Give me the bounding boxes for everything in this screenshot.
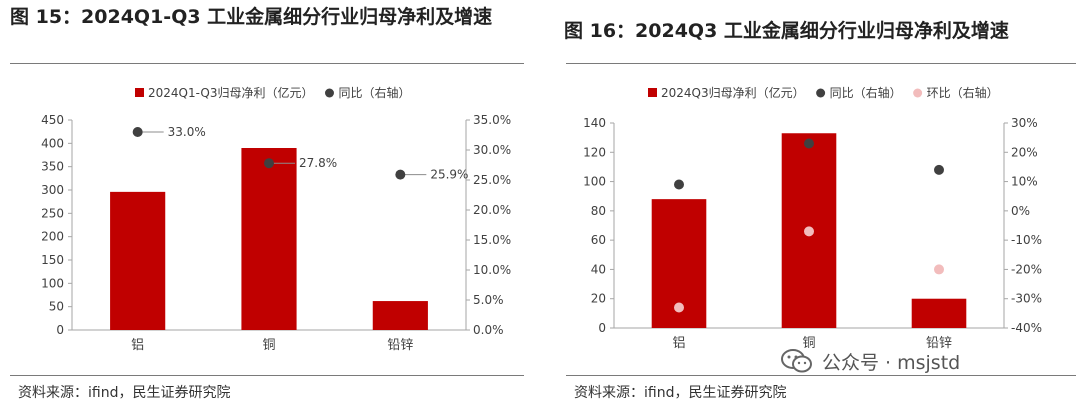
y-left-tick-label: 50 [49,300,64,314]
scatter-point [934,264,944,275]
y-left-tick-label: 140 [583,116,606,130]
x-tick-label: 铅锌 [926,336,952,351]
right-chart: 0 20 40 60 80 100 120 140 -40% -30% -20% -10% 0% 10% 2… [583,85,1042,351]
legend-swatch-point [816,88,826,98]
scatter-point [395,169,406,180]
scatter-point [674,179,684,190]
y-right-tick-label: 0.0% [473,323,504,337]
scatter-point [804,138,814,149]
y-right-tick-label: 0% [1011,204,1030,218]
left-figure-title: 图 15：2024Q1-Q3 工业金属细分行业归母净利及增速 [10,6,493,28]
right-figure-panel: 图 16：2024Q3 工业金属细分行业归母净利及增速 0 20 40 60 80 100… [556,0,1080,407]
left-figure-panel: 图 15：2024Q1-Q3 工业金属细分行业归母净利及增速 0 50 100 150… [0,0,528,407]
y-right-tick-label: 30% [1011,116,1038,130]
bar [911,298,967,328]
y-right-tick-label: 20% [1011,145,1038,159]
y-left-tick-label: 250 [41,206,64,220]
y-right-tick-label: -30% [1011,292,1042,306]
y-left-tick-label: 300 [41,183,64,197]
right-figure-title: 图 16：2024Q3 工业金属细分行业归母净利及增速 [564,20,1009,42]
scatter-point [132,127,143,137]
x-tick-label: 铅锌 [387,338,413,353]
y-left-tick-label: 40 [591,262,606,276]
y-right-tick-label: 35.0% [473,113,511,127]
legend-label: 同比（右轴） [338,85,410,100]
y-left-tick-label: 100 [41,276,64,290]
y-right-tick-label: -10% [1011,233,1042,247]
scatter-point [804,226,814,237]
y-right-tick-label: 10% [1011,175,1038,189]
right-source-rule [566,375,1076,376]
scatter-point [264,158,274,169]
scatter-point [674,302,684,313]
scatter-point [934,164,944,175]
left-chart: 0 50 100 150 200 250 300 350 400 450 0.0% 5.0% 10.0%… [41,85,511,353]
legend-swatch-bar [648,88,657,97]
left-title-rule [10,63,524,64]
bar [241,148,297,330]
data-label: 25.9% [430,168,468,182]
y-left-tick-label: 200 [41,230,64,244]
wechat-icon [781,349,812,373]
bar [110,191,166,330]
left-source-rule [10,375,524,376]
watermark-text: 公众号 · msjstd [822,351,961,374]
y-left-tick-label: 0 [56,323,64,337]
right-source-note: 资料来源：ifind，民生证券研究院 [574,385,787,401]
data-label: 27.8% [299,156,337,170]
watermark: 公众号 · msjstd [780,344,960,378]
legend-swatch-bar [135,88,144,97]
x-tick-label: 铝 [672,336,685,351]
legend-swatch-point [913,88,923,98]
y-left-tick-label: 120 [583,145,606,159]
bar [372,301,428,330]
data-label: 33.0% [168,125,206,139]
legend-label: 环比（右轴） [927,85,999,100]
y-left-tick-label: 100 [583,175,606,189]
y-left-tick-label: 0 [598,321,606,335]
y-right-tick-label: 15.0% [473,233,511,247]
legend-label: 2024Q3归母净利（亿元） [661,85,805,100]
y-right-tick-label: 20.0% [473,203,511,217]
legend-label: 同比（右轴） [830,85,902,100]
y-left-tick-label: 60 [591,233,606,247]
x-tick-label: 铝 [131,338,144,353]
legend-label: 2024Q1-Q3归母净利（亿元） [148,85,313,100]
y-right-tick-label: 5.0% [473,293,504,307]
y-left-tick-label: 400 [41,136,64,150]
y-left-tick-label: 450 [41,113,64,127]
y-left-tick-label: 150 [41,253,64,267]
y-right-tick-label: 30.0% [473,143,511,157]
y-right-tick-label: -40% [1011,321,1042,335]
legend-swatch-point [324,88,334,98]
left-source-note: 资料来源：ifind，民生证券研究院 [18,385,231,401]
y-left-tick-label: 20 [591,292,606,306]
right-title-rule [566,63,1076,64]
y-right-tick-label: -20% [1011,262,1042,276]
y-right-tick-label: 10.0% [473,263,511,277]
x-tick-label: 铜 [262,338,275,353]
y-left-tick-label: 80 [591,204,606,218]
y-left-tick-label: 350 [41,160,64,174]
x-tick-label: 铜 [802,336,815,351]
y-right-tick-label: 25.0% [473,173,511,187]
